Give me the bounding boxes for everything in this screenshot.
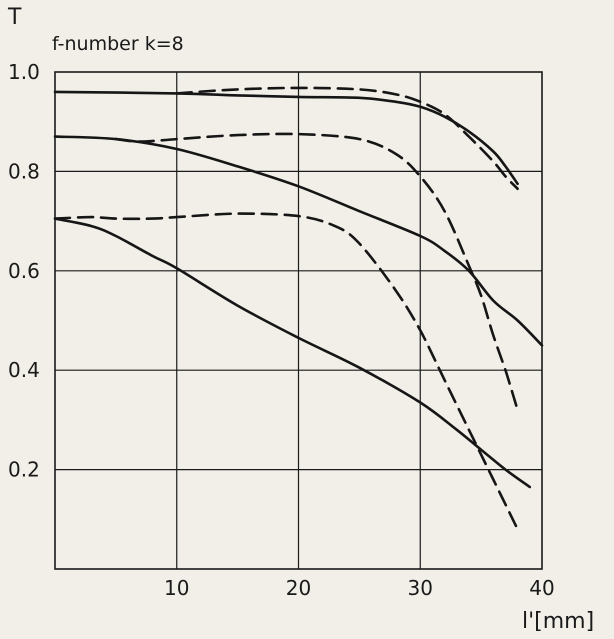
f-number-annotation: f-number k=8: [52, 33, 184, 55]
y-tick-label-0.8: 0.8: [8, 159, 40, 183]
y-tick-label-0.2: 0.2: [8, 458, 40, 482]
x-axis-label: l'[mm]: [522, 609, 594, 634]
series-2-dashed-line: [175, 86, 519, 191]
x-tick-label-20: 20: [286, 576, 311, 600]
x-tick-label-10: 10: [164, 576, 189, 600]
y-axis-label: T: [7, 5, 22, 30]
plot-frame: [54, 71, 543, 570]
series-1-solid-line: [53, 90, 519, 186]
x-tick-labels: 10 20 30 40: [164, 576, 555, 600]
series-5-solid-line: [53, 217, 532, 489]
x-tick-label-30: 30: [408, 576, 433, 600]
x-tick-label-40: 40: [529, 576, 554, 600]
chart-grid: [55, 72, 542, 569]
series-layer: [53, 86, 544, 531]
series-4-dashed-line: [114, 132, 519, 412]
series-3-solid-line: [53, 135, 544, 347]
y-tick-labels: 0.2 0.4 0.6 0.8 1.0: [8, 60, 40, 482]
series-6-dashed-line: [53, 212, 519, 531]
y-tick-label-0.6: 0.6: [8, 259, 40, 283]
y-tick-label-1.0: 1.0: [8, 60, 40, 84]
y-tick-label-0.4: 0.4: [8, 358, 40, 382]
